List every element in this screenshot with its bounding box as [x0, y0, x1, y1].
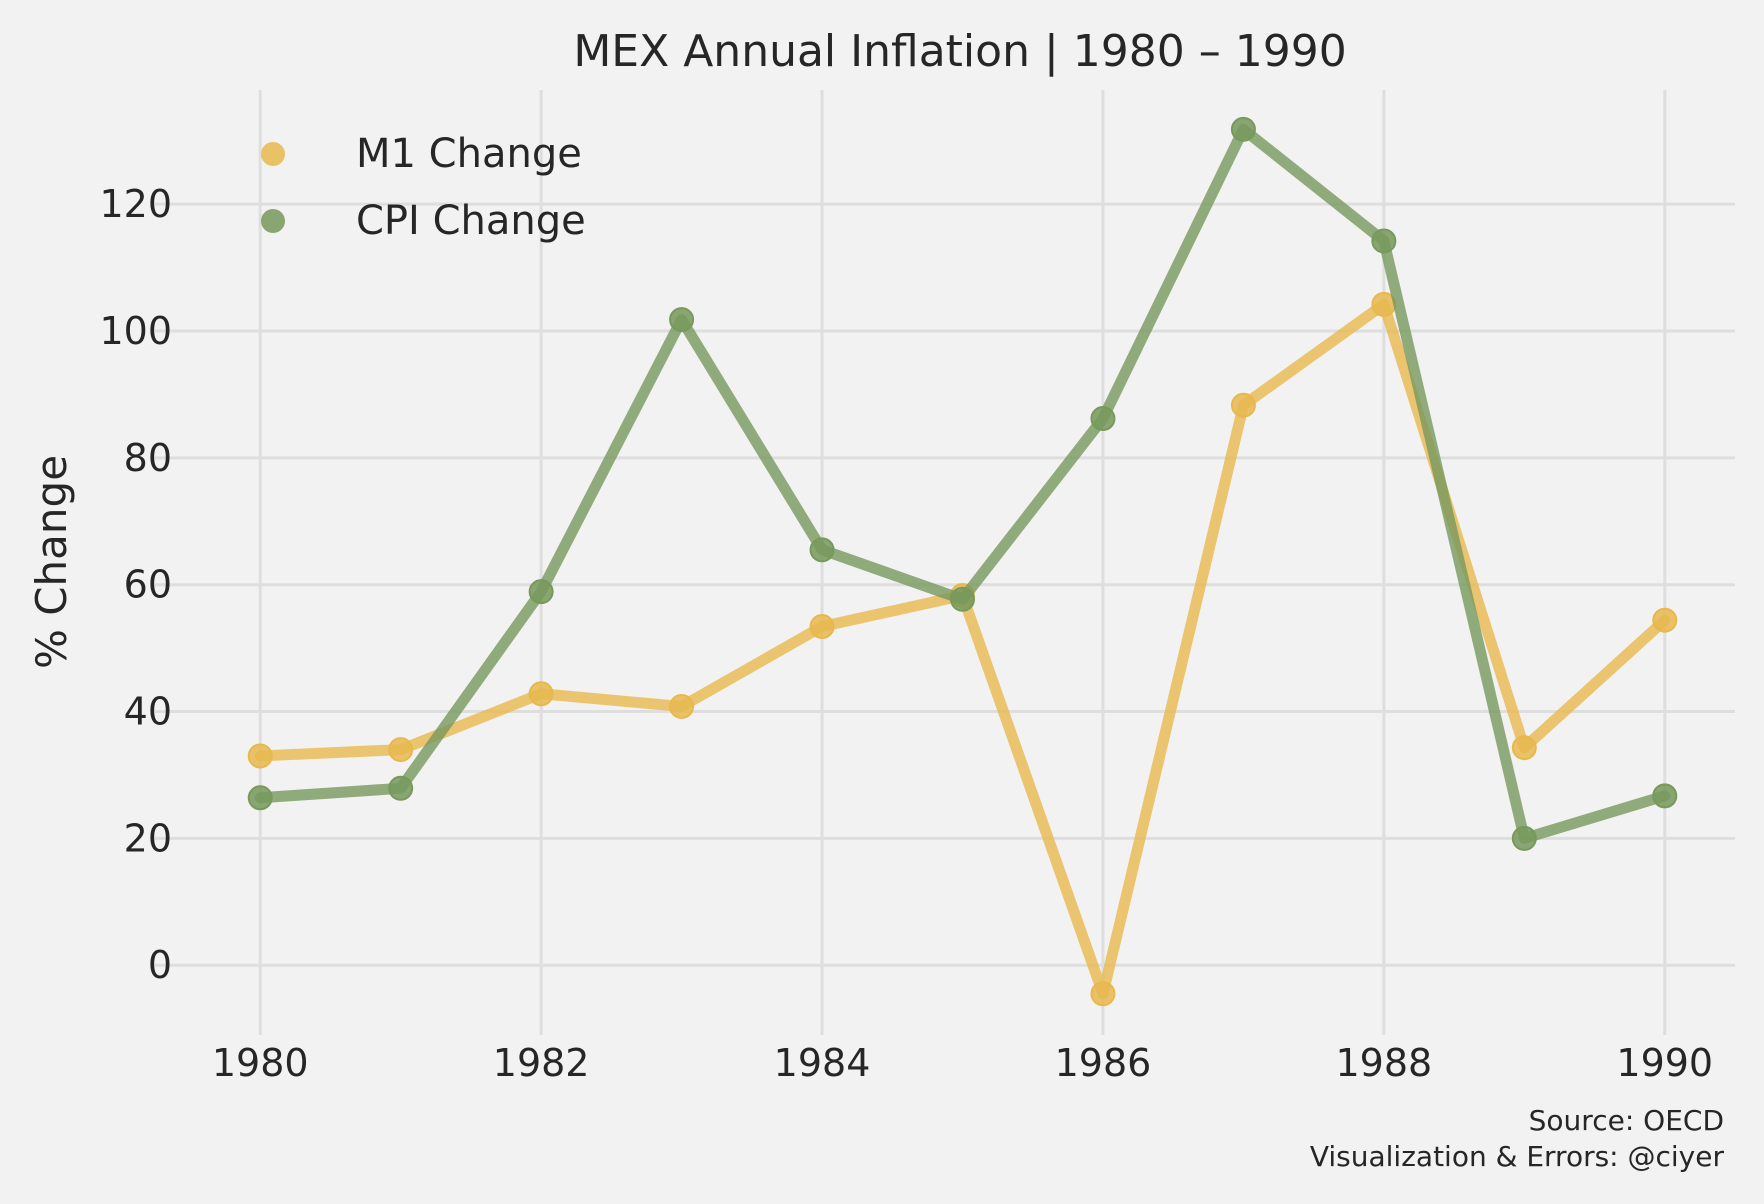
data-point-m1	[388, 737, 414, 763]
credit-note: Visualization & Errors: @ciyer	[1310, 1140, 1725, 1173]
data-point-cpi	[1652, 783, 1678, 809]
data-point-m1	[247, 743, 273, 769]
x-tick-label: 1988	[1336, 1041, 1433, 1085]
y-tick-label: 100	[99, 309, 172, 353]
data-point-cpi	[1230, 116, 1256, 142]
data-point-m1	[528, 681, 554, 707]
legend-label-m1: M1 Change	[356, 131, 582, 177]
data-point-cpi	[1090, 406, 1116, 432]
data-point-cpi	[247, 785, 273, 811]
data-point-m1	[1230, 392, 1256, 418]
data-point-cpi	[388, 775, 414, 801]
y-tick-label: 60	[124, 563, 172, 607]
y-tick-label: 0	[148, 943, 172, 987]
x-tick-label: 1984	[774, 1041, 871, 1085]
legend: M1 Change CPI Change	[261, 131, 586, 244]
source-note: Source: OECD	[1529, 1104, 1724, 1137]
y-tick-label: 120	[99, 182, 172, 226]
legend-marker-m1	[261, 142, 285, 166]
y-tick-label: 20	[124, 816, 172, 860]
data-point-m1	[1090, 981, 1116, 1007]
legend-marker-cpi	[261, 209, 285, 233]
y-tick-label: 40	[124, 690, 172, 734]
x-tick-label: 1982	[493, 1041, 590, 1085]
y-axis-label: % Change	[27, 455, 76, 669]
x-tick-label: 1990	[1616, 1041, 1713, 1085]
data-point-m1	[669, 693, 695, 719]
data-point-cpi	[528, 579, 554, 605]
x-tick-label: 1980	[212, 1041, 309, 1085]
data-point-cpi	[1511, 825, 1537, 851]
legend-label-cpi: CPI Change	[356, 198, 586, 244]
data-point-cpi	[669, 307, 695, 333]
data-point-m1	[809, 614, 835, 640]
x-tick-label: 1986	[1055, 1041, 1152, 1085]
tick-labels: 1980 1982 1984 1986 1988 1990 0 20 40 60 80 100 120	[99, 182, 1713, 1085]
data-point-cpi	[809, 537, 835, 563]
data-point-cpi	[1371, 228, 1397, 254]
data-point-cpi	[950, 586, 975, 612]
y-tick-label: 80	[124, 436, 172, 480]
data-point-m1	[1652, 607, 1678, 633]
series-layer	[247, 116, 1678, 1007]
chart-title: MEX Annual Inflation | 1980 – 1990	[573, 26, 1346, 77]
data-point-m1	[1511, 735, 1537, 761]
series-line-m1	[254, 298, 1671, 1000]
